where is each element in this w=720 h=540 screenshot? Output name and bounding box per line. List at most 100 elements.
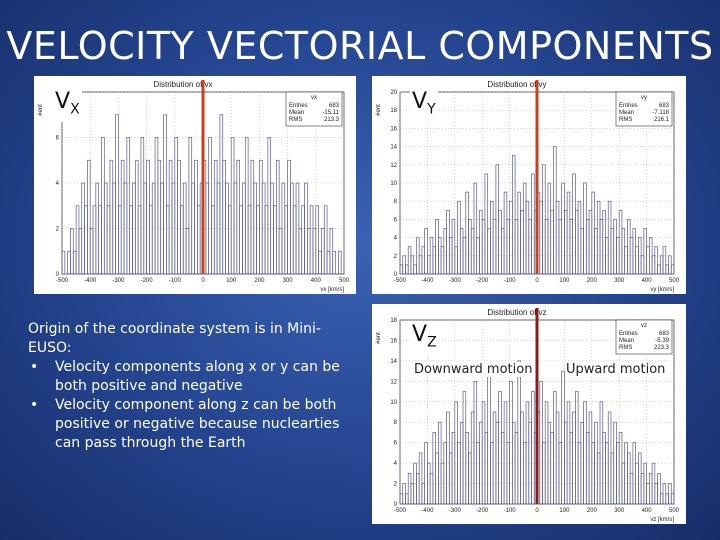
y-tick-label: 6	[56, 136, 60, 142]
histogram-bar	[627, 219, 631, 275]
x-tick-label: 0	[201, 278, 205, 284]
histogram-bar	[580, 228, 584, 275]
histogram-bar	[481, 219, 486, 275]
vz-chart-panel: Distribution of vz -500 -400 -300 -200 -100 0 1…	[372, 304, 686, 524]
histogram-bar	[657, 472, 661, 505]
y-tick-label: 10	[390, 400, 397, 406]
histogram-bar	[67, 250, 71, 275]
histogram-bar	[72, 250, 77, 275]
histogram-bar	[605, 442, 609, 505]
histogram-bar	[323, 205, 328, 275]
histogram-bar	[572, 173, 576, 275]
histogram-bar	[228, 205, 232, 275]
histogram-bar	[405, 493, 409, 505]
histogram-bar	[662, 483, 667, 505]
histogram-bar	[665, 493, 669, 505]
histogram-bar	[566, 191, 571, 275]
stats-value: 213.3	[324, 117, 340, 123]
histogram-bar	[484, 173, 489, 275]
histogram-bar	[259, 159, 263, 275]
y-tick-label: 20	[390, 90, 397, 96]
histogram-bar	[618, 432, 623, 505]
histogram-bar	[174, 137, 178, 275]
bullet-glyph: •	[30, 359, 39, 375]
histogram-bar	[583, 182, 587, 275]
histogram-bar	[520, 209, 524, 275]
histogram-bar	[273, 205, 277, 275]
histogram-bar	[188, 137, 193, 275]
histogram-bar	[298, 228, 303, 275]
histogram-bar	[531, 173, 535, 275]
histogram-bar	[329, 228, 334, 275]
histogram-bar	[451, 432, 456, 505]
y-tick-label: 12	[390, 163, 397, 169]
histogram-bar	[514, 432, 519, 505]
x-tick-label: -100	[504, 278, 517, 284]
x-tick-label: 200	[587, 278, 598, 284]
histogram-bar	[418, 452, 423, 505]
histogram-bar	[418, 255, 423, 275]
x-tick-label: -200	[476, 508, 489, 514]
histogram-bar	[632, 442, 636, 505]
histogram-bar	[87, 159, 91, 275]
histogram-bar	[585, 219, 590, 275]
explanation-text: Origin of the coordinate system is in Mi…	[28, 320, 346, 453]
histogram-bar	[542, 442, 546, 505]
histogram-bar	[511, 155, 516, 275]
vz-label-main: V	[412, 322, 428, 347]
y-axis-label: #ent	[376, 104, 382, 116]
histogram-bar	[405, 264, 409, 275]
x-tick-label: -300	[449, 508, 462, 514]
histogram-bar	[250, 159, 255, 275]
histogram-bar	[577, 442, 582, 505]
x-tick-label: 100	[226, 278, 237, 284]
y-tick-label: 8	[394, 420, 398, 426]
histogram-bar	[448, 452, 453, 505]
histogram-bar	[501, 432, 505, 505]
histogram-bar	[646, 483, 650, 505]
y-tick-label: 2	[56, 227, 60, 233]
histogram-bar	[163, 114, 167, 275]
x-tick-label: -300	[112, 278, 125, 284]
x-tick-label: 400	[311, 278, 322, 284]
histogram-bar	[498, 391, 502, 505]
x-tick-label: 400	[642, 278, 653, 284]
vz-label-sub: Z	[427, 334, 437, 351]
histogram-bar	[602, 209, 606, 275]
histogram-bar	[454, 401, 458, 505]
histogram-bars	[399, 146, 675, 275]
histogram-bar	[399, 493, 404, 505]
histogram-bar	[591, 191, 595, 275]
histogram-bar	[402, 483, 406, 505]
histogram-bar	[553, 391, 557, 505]
histogram-bar	[670, 264, 675, 275]
histogram-bar	[244, 137, 249, 275]
histogram-bar	[640, 472, 645, 505]
histogram-bar	[588, 411, 593, 505]
stats-key: Mean	[619, 110, 634, 116]
histogram-bar	[208, 137, 212, 275]
histogram-bar	[230, 137, 235, 275]
histogram-bar	[407, 472, 412, 505]
stats-key: Entries	[619, 103, 638, 109]
histogram-bar	[435, 219, 439, 275]
histogram-bar	[219, 114, 224, 275]
histogram-bar	[326, 250, 331, 275]
histogram-bar	[435, 452, 439, 505]
histogram-bar	[550, 209, 554, 275]
histogram-bar	[575, 209, 579, 275]
chart-title: Distribution of vy	[487, 80, 546, 89]
histogram-bar	[264, 205, 269, 275]
x-tick-label: 500	[339, 278, 350, 284]
histogram-bar	[168, 159, 173, 275]
histogram-bar	[454, 246, 458, 275]
histogram-bar	[315, 205, 319, 275]
y-axis-label: #ent	[38, 104, 44, 116]
stats-value: 223.3	[654, 345, 670, 351]
histogram-bar	[481, 401, 486, 505]
x-tick-label: 500	[669, 278, 680, 284]
histogram-bar	[287, 159, 291, 275]
histogram-bar	[492, 411, 497, 505]
y-tick-label: 4	[394, 236, 398, 242]
vy-label-sub: Y	[427, 101, 436, 118]
